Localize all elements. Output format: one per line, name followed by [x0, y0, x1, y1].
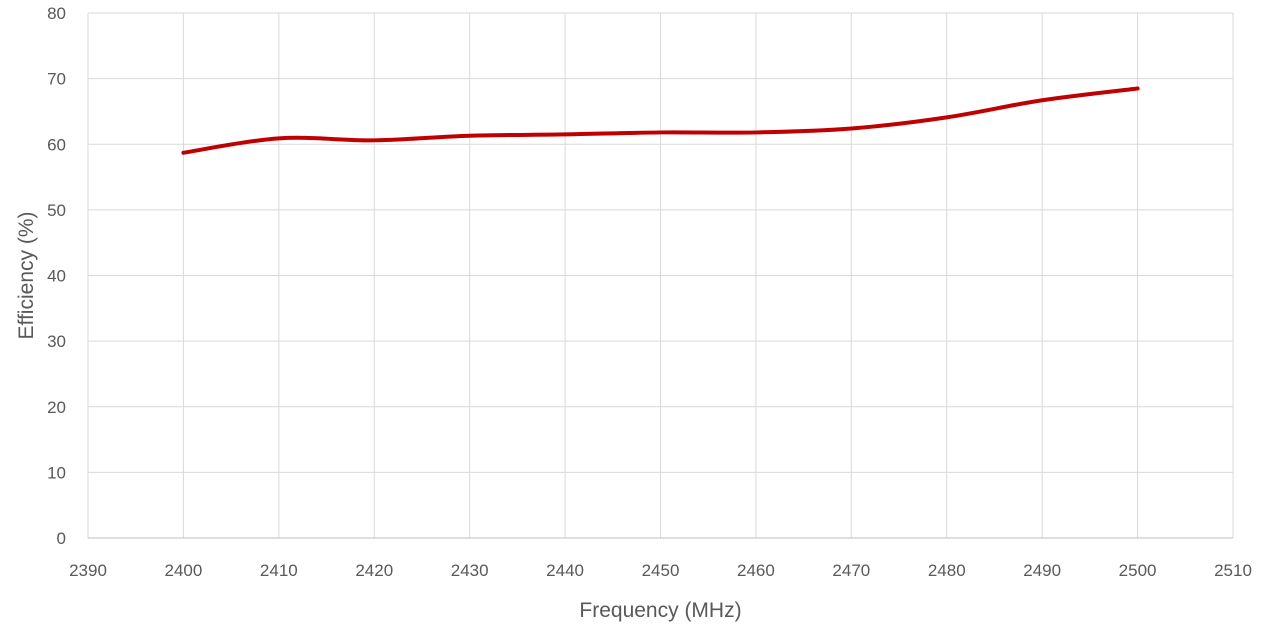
data-point-2420 — [372, 138, 376, 142]
x-tick-label-2460: 2460 — [737, 561, 775, 580]
x-tick-label-2480: 2480 — [928, 561, 966, 580]
grid-lines — [87, 12, 1234, 539]
y-tick-label-80: 80 — [47, 4, 66, 23]
series-line-0 — [181, 86, 1140, 155]
data-point-2460 — [754, 130, 758, 134]
x-tick-label-2410: 2410 — [260, 561, 298, 580]
x-tick-label-2450: 2450 — [642, 561, 680, 580]
data-point-2490 — [1040, 98, 1044, 102]
x-tick-label-2470: 2470 — [832, 561, 870, 580]
data-point-2500 — [1136, 86, 1140, 90]
x-tick-label-2500: 2500 — [1119, 561, 1157, 580]
y-tick-label-40: 40 — [47, 267, 66, 286]
data-point-2410 — [277, 136, 281, 140]
y-tick-label-50: 50 — [47, 201, 66, 220]
y-tick-label-10: 10 — [47, 463, 66, 482]
data-point-2440 — [563, 132, 567, 136]
data-point-2400 — [181, 151, 185, 155]
x-tick-label-2400: 2400 — [165, 561, 203, 580]
y-tick-label-70: 70 — [47, 70, 66, 89]
x-tick-label-2430: 2430 — [451, 561, 489, 580]
tick-labels: 2390 2400 2410 2420 2430 2440 2450 2460 2470 2480… — [47, 4, 1252, 580]
data-point-2480 — [945, 115, 949, 119]
y-axis-title: Efficiency (%) — [15, 212, 38, 340]
y-tick-label-20: 20 — [47, 398, 66, 417]
series-layer — [181, 86, 1140, 155]
x-tick-label-2390: 2390 — [69, 561, 107, 580]
y-tick-label-60: 60 — [47, 135, 66, 154]
x-tick-label-2420: 2420 — [355, 561, 393, 580]
data-point-2450 — [659, 130, 663, 134]
data-point-2430 — [468, 134, 472, 138]
x-tick-label-2440: 2440 — [546, 561, 584, 580]
data-point-2470 — [849, 127, 853, 131]
x-axis-title: Frequency (MHz) — [579, 599, 741, 622]
y-tick-label-30: 30 — [47, 332, 66, 351]
x-tick-label-2510: 2510 — [1214, 561, 1252, 580]
y-tick-label-0: 0 — [57, 529, 66, 548]
x-tick-label-2490: 2490 — [1023, 561, 1061, 580]
